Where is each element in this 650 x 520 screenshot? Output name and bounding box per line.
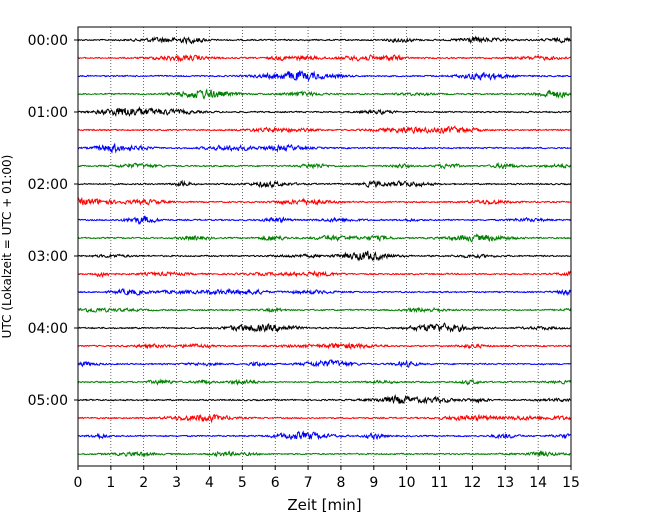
- x-tick-label-3: 3: [172, 475, 181, 491]
- plot-frame: [77, 26, 572, 467]
- x-tick-label-12: 12: [463, 475, 481, 491]
- y-axis: 00:00 01:00 02:00 03:00 04:00 05:00: [28, 33, 78, 409]
- y-tick-label-03:00: 03:00: [28, 249, 68, 265]
- trace-19: [77, 359, 572, 369]
- trace-22: [77, 413, 572, 424]
- y-tick-label-01:00: 01:00: [28, 105, 68, 121]
- x-tick-label-0: 0: [74, 475, 83, 491]
- trace-6: [77, 125, 572, 135]
- trace-24: [77, 450, 572, 458]
- x-tick-label-13: 13: [496, 475, 514, 491]
- trace-17: [77, 322, 572, 333]
- trace-16: [77, 306, 572, 314]
- y-tick-label-04:00: 04:00: [28, 321, 68, 337]
- y-tick-label-05:00: 05:00: [28, 393, 68, 409]
- x-tick-label-14: 14: [529, 475, 547, 491]
- x-tick-label-1: 1: [106, 475, 115, 491]
- x-tick-label-6: 6: [271, 475, 280, 491]
- x-tick-label-11: 11: [431, 475, 449, 491]
- y-axis-title: UTC (Lokalzeit = UTC + 01:00): [0, 155, 14, 339]
- x-axis: 0 1 2 3 4 5 6 7 8 9 10 11 12 13 14 15: [74, 466, 580, 491]
- seismogram-traces: [77, 35, 572, 458]
- x-tick-label-7: 7: [304, 475, 313, 491]
- trace-9: [77, 179, 572, 189]
- x-tick-label-8: 8: [336, 475, 345, 491]
- trace-5: [77, 105, 572, 118]
- trace-10: [77, 197, 572, 207]
- trace-14: [77, 270, 572, 279]
- trace-3: [77, 70, 572, 82]
- trace-23: [77, 430, 572, 441]
- trace-1: [77, 35, 572, 45]
- trace-2: [77, 54, 572, 63]
- y-tick-label-02:00: 02:00: [28, 177, 68, 193]
- trace-18: [77, 341, 572, 351]
- trace-15: [78, 287, 572, 297]
- y-tick-label-00:00: 00:00: [28, 33, 68, 49]
- x-tick-label-2: 2: [139, 475, 148, 491]
- trace-12: [77, 233, 572, 243]
- trace-7: [77, 142, 572, 154]
- trace-21: [77, 393, 572, 405]
- x-tick-label-5: 5: [238, 475, 247, 491]
- x-axis-title: Zeit [min]: [287, 496, 361, 514]
- trace-11: [77, 215, 572, 226]
- trace-4: [77, 88, 572, 100]
- x-tick-label-4: 4: [205, 475, 214, 491]
- trace-8: [77, 161, 572, 170]
- trace-20: [77, 378, 572, 386]
- trace-13: [77, 250, 572, 262]
- x-tick-label-9: 9: [369, 475, 378, 491]
- x-tick-label-10: 10: [398, 475, 416, 491]
- x-tick-label-15: 15: [562, 475, 580, 491]
- grid-lines: [110, 27, 539, 466]
